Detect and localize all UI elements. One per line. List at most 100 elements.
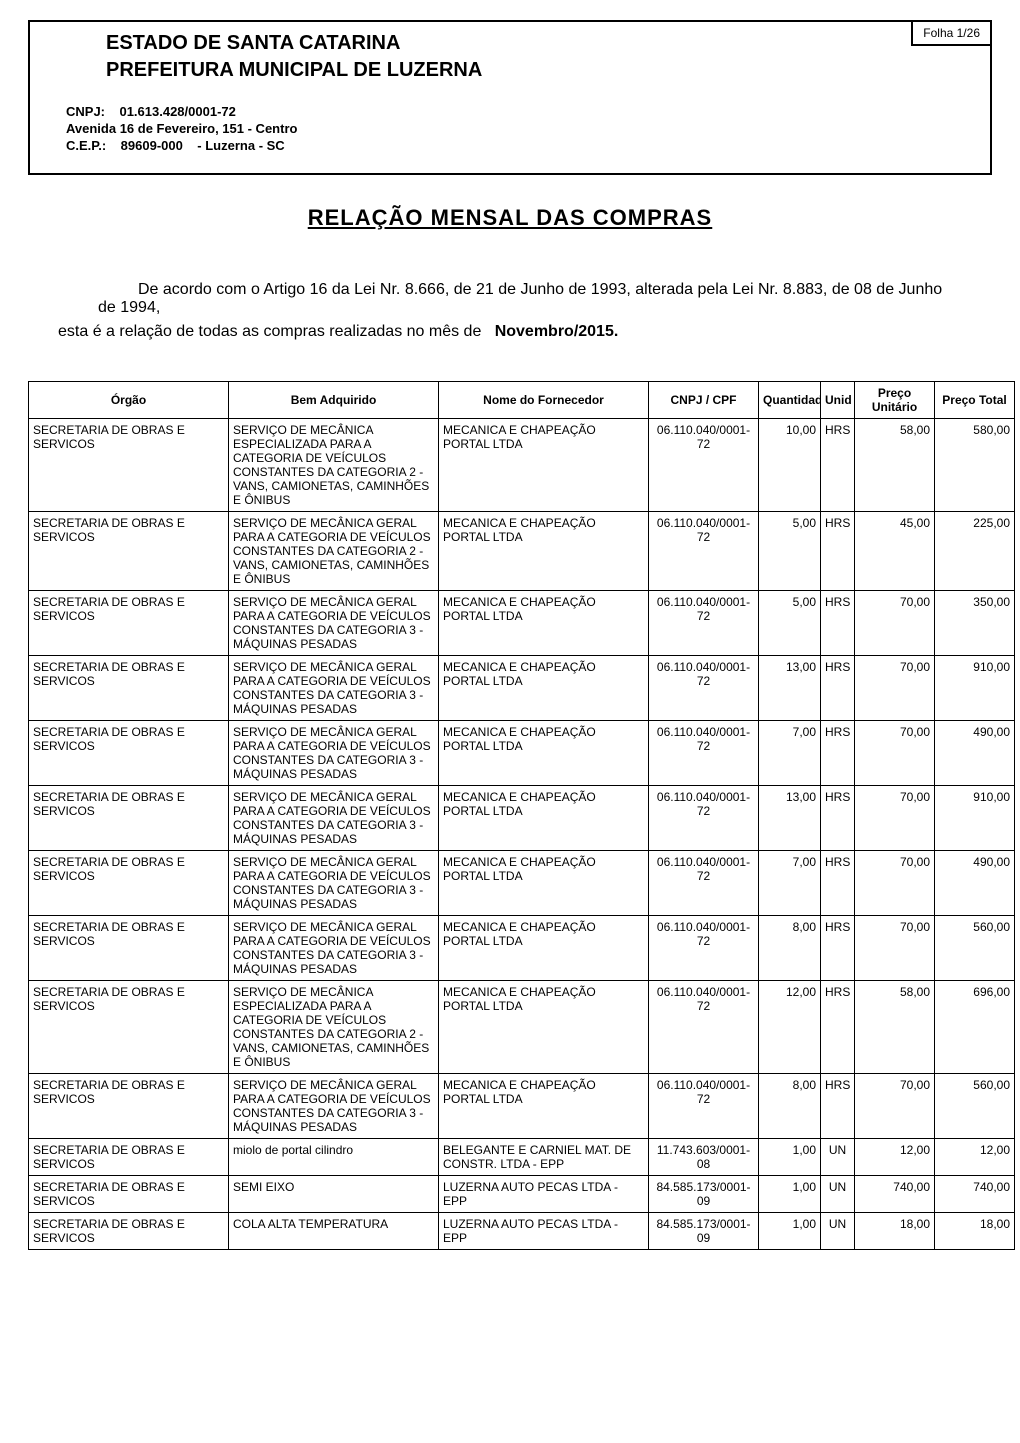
purchases-table: Órgão Bem Adquirido Nome do Fornecedor C…: [28, 381, 1015, 1250]
cell-orgao: SECRETARIA DE OBRAS E SERVICOS: [29, 981, 229, 1074]
cell-orgao: SECRETARIA DE OBRAS E SERVICOS: [29, 419, 229, 512]
cell-bem: SERVIÇO DE MECÂNICA GERAL PARA A CATEGOR…: [229, 1074, 439, 1139]
cell-unid: HRS: [821, 851, 855, 916]
cell-orgao: SECRETARIA DE OBRAS E SERVICOS: [29, 721, 229, 786]
cell-fornecedor: MECANICA E CHAPEAÇÃO PORTAL LTDA: [439, 512, 649, 591]
cell-bem: SERVIÇO DE MECÂNICA GERAL PARA A CATEGOR…: [229, 512, 439, 591]
cell-fornecedor: MECANICA E CHAPEAÇÃO PORTAL LTDA: [439, 656, 649, 721]
cell-orgao: SECRETARIA DE OBRAS E SERVICOS: [29, 512, 229, 591]
cell-unid: UN: [821, 1139, 855, 1176]
cell-unit: 70,00: [855, 786, 935, 851]
page-title: RELAÇÃO MENSAL DAS COMPRAS: [28, 205, 992, 231]
cell-cnpj: 84.585.173/0001-09: [649, 1176, 759, 1213]
cell-unid: HRS: [821, 656, 855, 721]
table-row: SECRETARIA DE OBRAS E SERVICOSCOLA ALTA …: [29, 1213, 1015, 1250]
cell-unit: 58,00: [855, 419, 935, 512]
intro-month: Novembro/2015.: [495, 323, 619, 340]
table-row: SECRETARIA DE OBRAS E SERVICOSSERVIÇO DE…: [29, 851, 1015, 916]
cell-total: 696,00: [935, 981, 1015, 1074]
table-row: SECRETARIA DE OBRAS E SERVICOSSEMI EIXOL…: [29, 1176, 1015, 1213]
table-row: SECRETARIA DE OBRAS E SERVICOSSERVIÇO DE…: [29, 1074, 1015, 1139]
cell-unit: 70,00: [855, 656, 935, 721]
cell-unid: UN: [821, 1176, 855, 1213]
endereco-value: Avenida 16 de Fevereiro, 151 - Centro: [66, 121, 297, 136]
cep-line: C.E.P.: 89609-000 - Luzerna - SC: [66, 138, 972, 153]
th-unit: Preço Unitário: [855, 382, 935, 419]
cell-bem: SERVIÇO DE MECÂNICA GERAL PARA A CATEGOR…: [229, 656, 439, 721]
cep-label: C.E.P.:: [66, 138, 106, 153]
cnpj-value: 01.613.428/0001-72: [119, 104, 235, 119]
cell-bem: COLA ALTA TEMPERATURA: [229, 1213, 439, 1250]
cell-bem: SERVIÇO DE MECÂNICA GERAL PARA A CATEGOR…: [229, 721, 439, 786]
cell-bem: SERVIÇO DE MECÂNICA GERAL PARA A CATEGOR…: [229, 851, 439, 916]
table-row: SECRETARIA DE OBRAS E SERVICOSmiolo de p…: [29, 1139, 1015, 1176]
cell-unid: HRS: [821, 419, 855, 512]
cell-orgao: SECRETARIA DE OBRAS E SERVICOS: [29, 851, 229, 916]
cell-unid: HRS: [821, 916, 855, 981]
cell-cnpj: 06.110.040/0001-72: [649, 419, 759, 512]
cell-unid: HRS: [821, 591, 855, 656]
table-row: SECRETARIA DE OBRAS E SERVICOSSERVIÇO DE…: [29, 591, 1015, 656]
cell-qtd: 8,00: [759, 1074, 821, 1139]
cell-unid: UN: [821, 1213, 855, 1250]
cell-fornecedor: MECANICA E CHAPEAÇÃO PORTAL LTDA: [439, 981, 649, 1074]
cell-unit: 740,00: [855, 1176, 935, 1213]
cell-orgao: SECRETARIA DE OBRAS E SERVICOS: [29, 1074, 229, 1139]
cell-bem: SEMI EIXO: [229, 1176, 439, 1213]
cell-qtd: 7,00: [759, 851, 821, 916]
table-row: SECRETARIA DE OBRAS E SERVICOSSERVIÇO DE…: [29, 786, 1015, 851]
cell-orgao: SECRETARIA DE OBRAS E SERVICOS: [29, 1176, 229, 1213]
cell-total: 12,00: [935, 1139, 1015, 1176]
th-bem: Bem Adquirido: [229, 382, 439, 419]
cell-qtd: 7,00: [759, 721, 821, 786]
cell-fornecedor: MECANICA E CHAPEAÇÃO PORTAL LTDA: [439, 786, 649, 851]
cell-unit: 70,00: [855, 851, 935, 916]
cell-orgao: SECRETARIA DE OBRAS E SERVICOS: [29, 1139, 229, 1176]
cell-fornecedor: MECANICA E CHAPEAÇÃO PORTAL LTDA: [439, 851, 649, 916]
cell-fornecedor: MECANICA E CHAPEAÇÃO PORTAL LTDA: [439, 419, 649, 512]
cell-qtd: 1,00: [759, 1139, 821, 1176]
intro-line-2: esta é a relação de todas as compras rea…: [58, 323, 962, 341]
cell-unit: 18,00: [855, 1213, 935, 1250]
cell-orgao: SECRETARIA DE OBRAS E SERVICOS: [29, 916, 229, 981]
prefeitura-label: PREFEITURA MUNICIPAL DE LUZERNA: [106, 59, 972, 82]
cell-total: 560,00: [935, 1074, 1015, 1139]
cell-qtd: 1,00: [759, 1176, 821, 1213]
cell-bem: SERVIÇO DE MECÂNICA ESPECIALIZADA PARA A…: [229, 981, 439, 1074]
cell-unit: 70,00: [855, 721, 935, 786]
cell-orgao: SECRETARIA DE OBRAS E SERVICOS: [29, 656, 229, 721]
cell-qtd: 5,00: [759, 591, 821, 656]
cell-cnpj: 06.110.040/0001-72: [649, 656, 759, 721]
cell-unid: HRS: [821, 721, 855, 786]
cell-fornecedor: MECANICA E CHAPEAÇÃO PORTAL LTDA: [439, 1074, 649, 1139]
cell-cnpj: 06.110.040/0001-72: [649, 721, 759, 786]
cell-cnpj: 06.110.040/0001-72: [649, 1074, 759, 1139]
cell-bem: SERVIÇO DE MECÂNICA ESPECIALIZADA PARA A…: [229, 419, 439, 512]
cell-fornecedor: MECANICA E CHAPEAÇÃO PORTAL LTDA: [439, 591, 649, 656]
cell-unid: HRS: [821, 512, 855, 591]
cep-value: 89609-000: [121, 138, 183, 153]
cell-bem: SERVIÇO DE MECÂNICA GERAL PARA A CATEGOR…: [229, 786, 439, 851]
cell-total: 350,00: [935, 591, 1015, 656]
table-row: SECRETARIA DE OBRAS E SERVICOSSERVIÇO DE…: [29, 419, 1015, 512]
table-row: SECRETARIA DE OBRAS E SERVICOSSERVIÇO DE…: [29, 916, 1015, 981]
cell-bem: SERVIÇO DE MECÂNICA GERAL PARA A CATEGOR…: [229, 591, 439, 656]
cell-total: 490,00: [935, 721, 1015, 786]
endereco-line: Avenida 16 de Fevereiro, 151 - Centro: [66, 121, 972, 136]
cell-fornecedor: LUZERNA AUTO PECAS LTDA - EPP: [439, 1176, 649, 1213]
table-row: SECRETARIA DE OBRAS E SERVICOSSERVIÇO DE…: [29, 981, 1015, 1074]
cell-total: 490,00: [935, 851, 1015, 916]
th-orgao: Órgão: [29, 382, 229, 419]
estado-label: ESTADO DE SANTA CATARINA: [106, 32, 972, 55]
th-fornecedor: Nome do Fornecedor: [439, 382, 649, 419]
cell-unid: HRS: [821, 1074, 855, 1139]
cell-qtd: 5,00: [759, 512, 821, 591]
cell-cnpj: 84.585.173/0001-09: [649, 1213, 759, 1250]
th-total: Preço Total: [935, 382, 1015, 419]
table-row: SECRETARIA DE OBRAS E SERVICOSSERVIÇO DE…: [29, 721, 1015, 786]
th-qtd: Quantidade: [759, 382, 821, 419]
cell-orgao: SECRETARIA DE OBRAS E SERVICOS: [29, 1213, 229, 1250]
table-header-row: Órgão Bem Adquirido Nome do Fornecedor C…: [29, 382, 1015, 419]
cell-cnpj: 06.110.040/0001-72: [649, 591, 759, 656]
cell-fornecedor: MECANICA E CHAPEAÇÃO PORTAL LTDA: [439, 721, 649, 786]
